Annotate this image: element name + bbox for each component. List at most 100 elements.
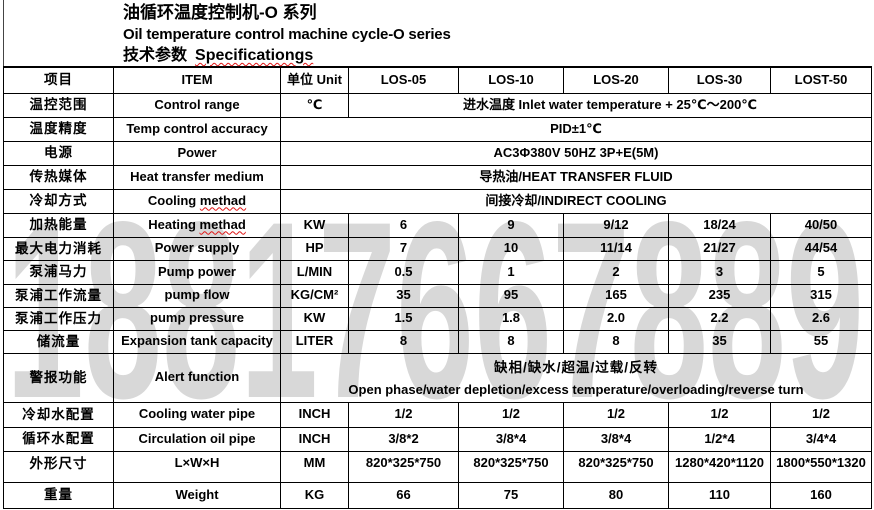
row-label-zh-cell: 泵浦马力 xyxy=(3,259,114,285)
column-header: 单位 Unit xyxy=(280,66,349,94)
value-cell: 235 xyxy=(668,283,771,308)
value-cell: 21/27 xyxy=(668,236,771,261)
value-cell: 1/2 xyxy=(668,401,771,428)
row-label-zh-cell: 电源 xyxy=(3,140,114,166)
value-cell: 1/2 xyxy=(563,401,669,428)
row-label-zh-cell: 外形尺寸 xyxy=(3,450,114,483)
row-label-zh-cell: 循环水配置 xyxy=(3,426,114,452)
row-label-zh-cell: 最大电力消耗 xyxy=(3,236,114,261)
alert-values-zh: 缺相/缺水/超温/过载/反转 xyxy=(493,359,658,375)
specs-heading-zh: 技术参数 xyxy=(123,47,188,64)
row-label-zh-cell: 加热能量 xyxy=(3,212,114,238)
value-cell: 9 xyxy=(458,212,564,238)
table-row: 冷却方式 Cooling methad 间接冷却/INDIRECT COOLING xyxy=(3,188,872,214)
unit-cell: INCH xyxy=(280,426,349,452)
value-cell: 160 xyxy=(770,481,872,509)
column-header: LOS-30 xyxy=(668,66,771,94)
unit-cell: ℃ xyxy=(280,92,349,118)
row-label-en-cell: Heat transfer medium xyxy=(113,164,281,190)
value-cell: 2.6 xyxy=(770,306,872,331)
row-label-en-cell: Expansion tank capacity xyxy=(113,329,281,354)
row-label-en-misspelled: methad xyxy=(199,192,247,208)
table-row: 温控范围 Control range ℃ 进水温度 Inlet water tempe… xyxy=(3,92,872,118)
value-cell: 55 xyxy=(770,329,872,354)
column-header: LOS-05 xyxy=(348,66,459,94)
title-block: 油循环温度控制机-O 系列 Oil temperature control ma… xyxy=(123,1,451,67)
column-header: LOS-20 xyxy=(563,66,669,94)
value-cell: 3/4*4 xyxy=(770,426,872,452)
unit-cell: MM xyxy=(280,450,349,483)
value-cell: 80 xyxy=(563,481,669,509)
merged-value-cell: 缺相/缺水/超温/过载/反转 Open phase/water depletion… xyxy=(280,352,872,403)
table-row: 重量 Weight KG 66 75 80 110 160 xyxy=(3,481,872,509)
table-row: 最大电力消耗 Power supply HP 7 10 11/14 21/27 44/54 xyxy=(3,236,872,261)
value-cell: 7 xyxy=(348,236,459,261)
value-cell: 8 xyxy=(563,329,669,354)
table-row: 警报功能 Alert function 缺相/缺水/超温/过载/反转 Open pha… xyxy=(3,352,872,403)
row-label-zh-cell: 储流量 xyxy=(3,329,114,354)
value-cell: 2 xyxy=(563,259,669,285)
value-cell: 44/54 xyxy=(770,236,872,261)
value-cell: 1800*550*1320 xyxy=(770,450,872,483)
value-cell: 75 xyxy=(458,481,564,509)
value-cell: 10 xyxy=(458,236,564,261)
value-cell: 1 xyxy=(458,259,564,285)
column-header: 项目 xyxy=(3,66,114,94)
value-cell: 0.5 xyxy=(348,259,459,285)
table-row: 电源 Power AC3Φ380V 50HZ 3P+E(5M) xyxy=(3,140,872,166)
row-label-en-cell: L×W×H xyxy=(113,450,281,483)
unit-cell: KW xyxy=(280,306,349,331)
value-cell: 820*325*750 xyxy=(348,450,459,483)
value-cell: 6 xyxy=(348,212,459,238)
table-row: 冷却水配置 Cooling water pipe INCH 1/2 1/2 1/2 1/2 1… xyxy=(3,401,872,428)
value-cell: 1/2 xyxy=(458,401,564,428)
column-header: LOST-50 xyxy=(770,66,872,94)
value-cell: 110 xyxy=(668,481,771,509)
specs-heading-en: Specificationgs xyxy=(195,47,314,64)
column-header: LOS-10 xyxy=(458,66,564,94)
value-cell: 5 xyxy=(770,259,872,285)
row-label-zh-cell: 警报功能 xyxy=(3,352,114,403)
table-row: 泵浦工作压力 pump pressure KW 1.5 1.8 2.0 2.2 2.6 xyxy=(3,306,872,331)
row-label-zh-cell: 温度精度 xyxy=(3,116,114,142)
value-cell: 1.5 xyxy=(348,306,459,331)
value-cell: 9/12 xyxy=(563,212,669,238)
row-label-zh-cell: 传热媒体 xyxy=(3,164,114,190)
value-cell: 3/8*4 xyxy=(458,426,564,452)
value-cell: 165 xyxy=(563,283,669,308)
merged-value-cell: AC3Φ380V 50HZ 3P+E(5M) xyxy=(280,140,872,166)
value-cell: 1/2 xyxy=(770,401,872,428)
table-row: 外形尺寸 L×W×H MM 820*325*750 820*325*750 820*325… xyxy=(3,450,872,483)
row-label-zh-cell: 重量 xyxy=(3,481,114,509)
page-title-zh: 油循环温度控制机-O 系列 xyxy=(123,3,317,22)
value-cell: 8 xyxy=(458,329,564,354)
value-cell: 2.2 xyxy=(668,306,771,331)
unit-cell: KW xyxy=(280,212,349,238)
row-label-en-cell: pump pressure xyxy=(113,306,281,331)
value-cell: 820*325*750 xyxy=(563,450,669,483)
unit-cell: INCH xyxy=(280,401,349,428)
value-cell: 1280*420*1120 xyxy=(668,450,771,483)
alert-values-en: Open phase/water depletion/excess temper… xyxy=(348,381,804,397)
unit-cell: L/MIN xyxy=(280,259,349,285)
merged-value-cell: PID±1℃ xyxy=(280,116,872,142)
row-label-en-cell: pump flow xyxy=(113,283,281,308)
row-label-en-cell: Heating methad xyxy=(113,212,281,238)
value-cell: 35 xyxy=(348,283,459,308)
row-label-en-cell: Cooling methad xyxy=(113,188,281,214)
value-cell: 35 xyxy=(668,329,771,354)
merged-value-cell: 导热油/HEAT TRANSFER FLUID xyxy=(280,164,872,190)
table-row: 温度精度 Temp control accuracy PID±1℃ xyxy=(3,116,872,142)
value-cell: 66 xyxy=(348,481,459,509)
value-cell: 2.0 xyxy=(563,306,669,331)
spec-table: 项目 ITEM 单位 Unit LOS-05 LOS-10 LOS-20 LOS-30 LOS… xyxy=(3,66,872,509)
table-row: 循环水配置 Circulation oil pipe INCH 3/8*2 3/8*4 3… xyxy=(3,426,872,452)
sheet-left-border xyxy=(3,0,4,66)
row-label-zh-cell: 冷却方式 xyxy=(3,188,114,214)
unit-cell: HP xyxy=(280,236,349,261)
value-cell: 3 xyxy=(668,259,771,285)
row-label-en-misspelled: methad xyxy=(199,216,246,232)
value-cell: 3/8*2 xyxy=(348,426,459,452)
value-cell: 1/2 xyxy=(348,401,459,428)
